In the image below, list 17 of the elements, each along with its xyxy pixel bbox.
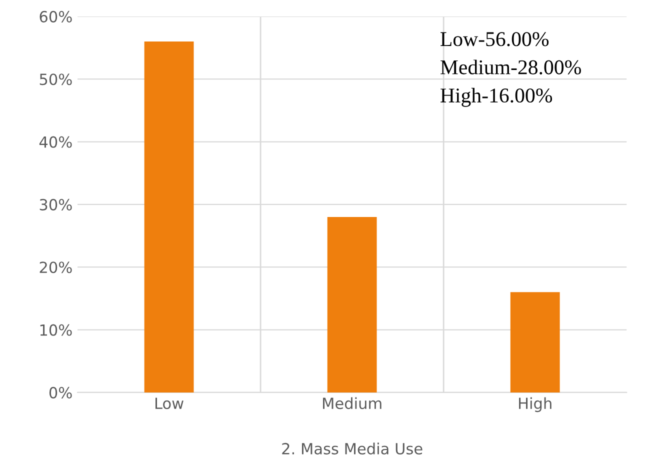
bar [510,292,560,392]
bar [144,42,194,392]
bar [327,216,377,392]
annotation: High-16.00% [440,88,552,107]
y-tick-label: 30% [40,198,72,210]
y-tick-label: 10% [40,324,72,336]
x-tick-label: High [519,397,552,412]
y-tick-label: 0% [49,386,72,398]
annotation: Low-56.00% [440,32,549,46]
y-tick-label: 40% [39,136,72,148]
x-tick-label: Low [155,398,184,410]
x-axis-title: 2. Mass Media Use [282,442,422,454]
y-tick-label: 20% [40,262,72,274]
x-tick-label: Medium [323,397,382,410]
annotation: Medium-28.00% [440,60,581,74]
y-tick-label: 60% [40,10,72,22]
y-tick-label: 50% [40,74,72,86]
